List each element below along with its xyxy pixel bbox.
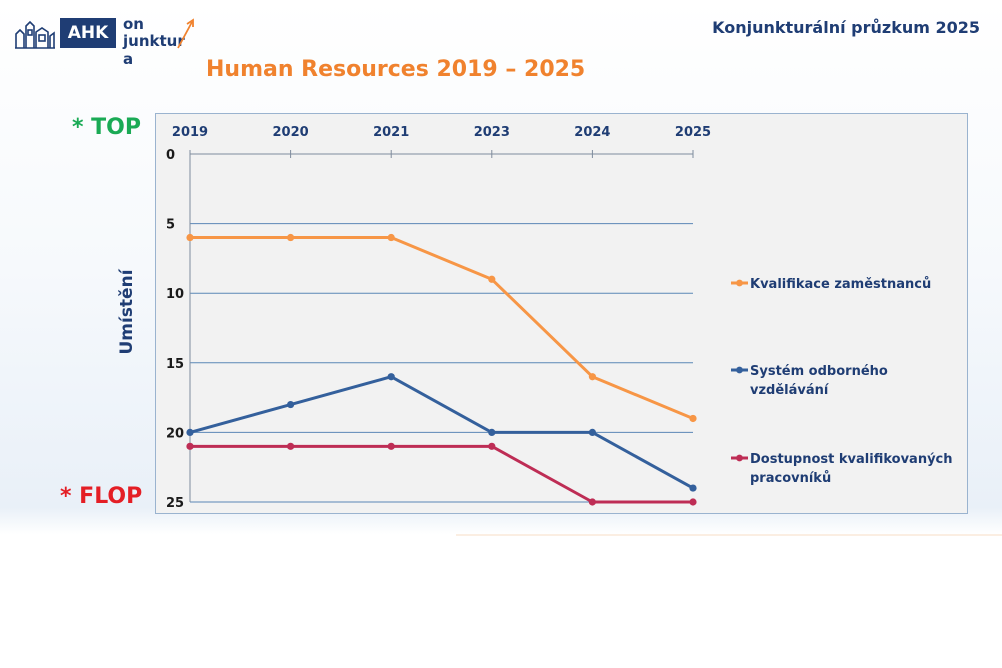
logo-a-part: a xyxy=(123,50,134,68)
data-point xyxy=(588,428,597,436)
legend-marker xyxy=(736,279,743,287)
y-tick-label: 20 xyxy=(166,426,184,441)
legend-label: Kvalifikace zaměstnanců xyxy=(750,277,931,292)
ahk-logo: AHK on junktura xyxy=(14,15,194,68)
divider xyxy=(456,534,1002,536)
data-point xyxy=(186,442,194,450)
flop-label: * FLOP xyxy=(60,484,143,509)
y-tick-label: 0 xyxy=(166,148,175,163)
data-point xyxy=(387,442,395,450)
data-point xyxy=(689,484,697,492)
x-tick-label: 2021 xyxy=(373,125,409,140)
data-point xyxy=(588,373,597,381)
logo-junktur-part: junktur xyxy=(123,32,185,50)
x-tick-label: 2020 xyxy=(273,125,309,140)
series-line xyxy=(190,236,694,420)
legend-label: vzdělávání xyxy=(750,383,830,398)
data-point xyxy=(488,442,496,450)
data-point xyxy=(689,414,697,423)
y-tick-label: 10 xyxy=(166,287,184,302)
city-skyline-icon xyxy=(15,20,55,49)
data-point xyxy=(387,373,395,381)
legend-marker xyxy=(736,454,743,462)
x-tick-label: 2019 xyxy=(172,125,208,140)
y-tick-label: 25 xyxy=(166,496,184,511)
data-point xyxy=(287,442,295,450)
data-point xyxy=(387,233,395,242)
y-tick-label: 5 xyxy=(166,218,175,233)
y-tick-label: 15 xyxy=(166,357,184,372)
series-line xyxy=(189,375,694,490)
logo-ahk-badge: AHK xyxy=(60,18,116,48)
logo-on-text: on xyxy=(123,15,144,33)
logo-junktura-text: junktura xyxy=(123,32,194,68)
x-tick-label: 2023 xyxy=(474,125,510,140)
report-title: Konjunkturální průzkum 2025 xyxy=(712,18,980,37)
legend-label: Systém odborného xyxy=(750,364,888,379)
x-tick-label: 2024 xyxy=(574,125,610,140)
data-point xyxy=(488,428,496,436)
data-point xyxy=(287,400,295,409)
data-point xyxy=(186,428,194,436)
legend-label: pracovníků xyxy=(750,471,831,486)
x-tick-label: 2025 xyxy=(675,125,711,140)
series-line xyxy=(190,444,693,504)
rising-arrow-icon xyxy=(177,18,194,49)
legend-marker xyxy=(736,366,743,374)
slide-title: Human Resources 2019 – 2025 xyxy=(206,57,586,82)
data-point xyxy=(588,498,597,506)
data-point xyxy=(186,233,194,242)
data-point xyxy=(689,498,697,506)
data-point xyxy=(287,233,295,242)
top-label: * TOP xyxy=(72,115,141,140)
data-point xyxy=(488,275,496,283)
legend-label: Dostupnost kvalifikovaných xyxy=(750,452,953,467)
y-axis-label: Umístění xyxy=(117,268,137,354)
